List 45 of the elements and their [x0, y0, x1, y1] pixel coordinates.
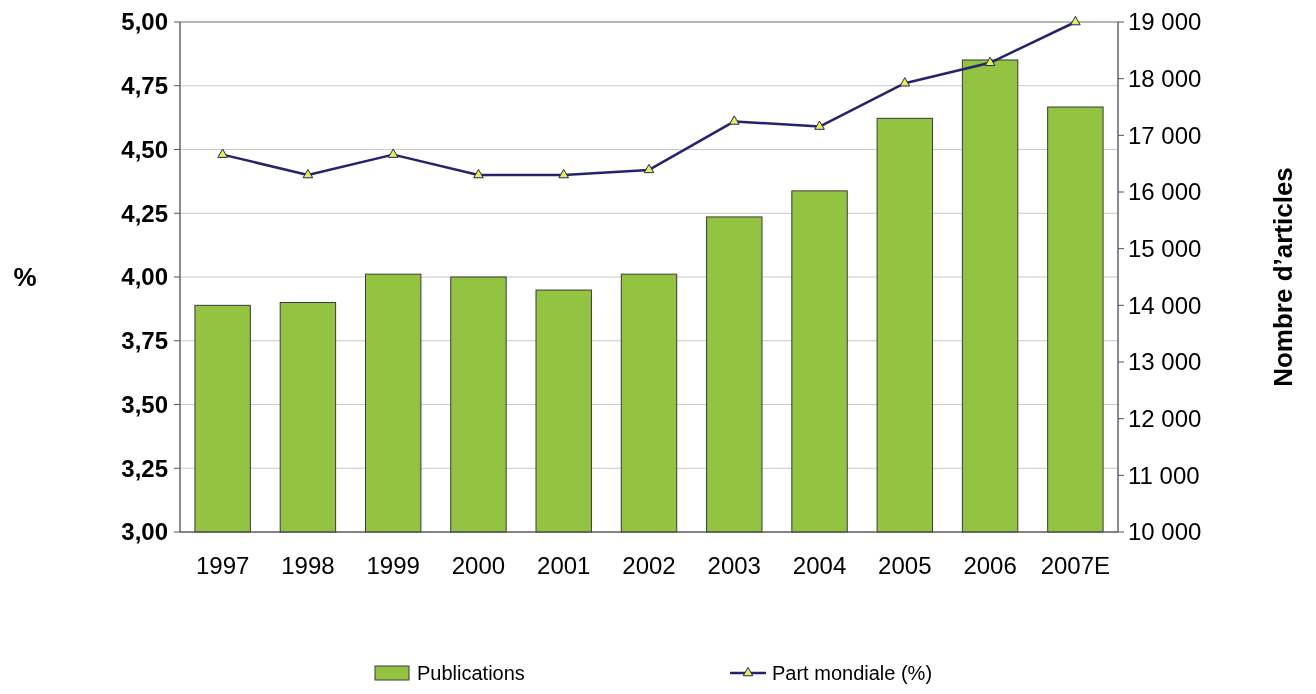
- y-tick-label: 4,00: [121, 263, 168, 291]
- point: [473, 168, 484, 179]
- x-tick-label: 1999: [366, 552, 420, 579]
- y-tick-label: 3,75: [121, 327, 168, 355]
- y2-tick-label: 15 000: [1128, 235, 1202, 263]
- y2-tick-label: 12 000: [1128, 405, 1202, 433]
- y2-tick-label: 14 000: [1128, 291, 1202, 319]
- legend-label: Publications: [417, 662, 525, 684]
- y2-tick-label: 19 000: [1128, 8, 1202, 36]
- point: [387, 148, 399, 158]
- x-tick-label: 1997: [195, 552, 250, 579]
- y-tick-label: 3,00: [121, 518, 168, 546]
- y-tick-label: 5,00: [121, 8, 168, 36]
- point: [217, 148, 228, 158]
- x-tick-label: 2001: [537, 552, 591, 579]
- y-tick-label: 4,25: [121, 199, 168, 227]
- y-axis-title: %: [13, 262, 37, 293]
- y2-axis-title: Nombre d’articles: [1268, 167, 1298, 387]
- point: [302, 168, 314, 179]
- point: [899, 77, 911, 87]
- point: [984, 56, 996, 67]
- x-tick-label: 2005: [878, 552, 932, 579]
- point: [728, 115, 740, 125]
- y-tick-label: 4,75: [121, 72, 168, 100]
- y-tick-label: 3,50: [121, 390, 168, 418]
- point: [1070, 15, 1081, 26]
- point: [643, 163, 655, 174]
- y-tick-label: 3,25: [121, 454, 168, 482]
- y-tick-label: 4,50: [121, 135, 168, 163]
- point: [558, 168, 570, 179]
- legend-label: Part mondiale (%): [772, 662, 933, 684]
- x-tick-label: 2000: [451, 552, 506, 579]
- x-tick-label: 2007E: [1040, 552, 1111, 579]
- x-tick-label: 1998: [281, 552, 335, 579]
- y2-tick-label: 11 000: [1128, 461, 1200, 489]
- x-tick-label: 2003: [707, 552, 761, 579]
- x-tick-label: 2006: [963, 552, 1017, 579]
- y2-tick-label: 17 000: [1128, 121, 1202, 149]
- y2-tick-label: 18 000: [1128, 65, 1202, 93]
- x-tick-label: 2004: [792, 552, 847, 579]
- x-tick-label: 2002: [622, 552, 676, 579]
- y2-tick-label: 16 000: [1128, 178, 1202, 206]
- y2-tick-label: 10 000: [1128, 518, 1202, 546]
- y2-tick-label: 13 000: [1128, 348, 1202, 376]
- point: [814, 120, 825, 130]
